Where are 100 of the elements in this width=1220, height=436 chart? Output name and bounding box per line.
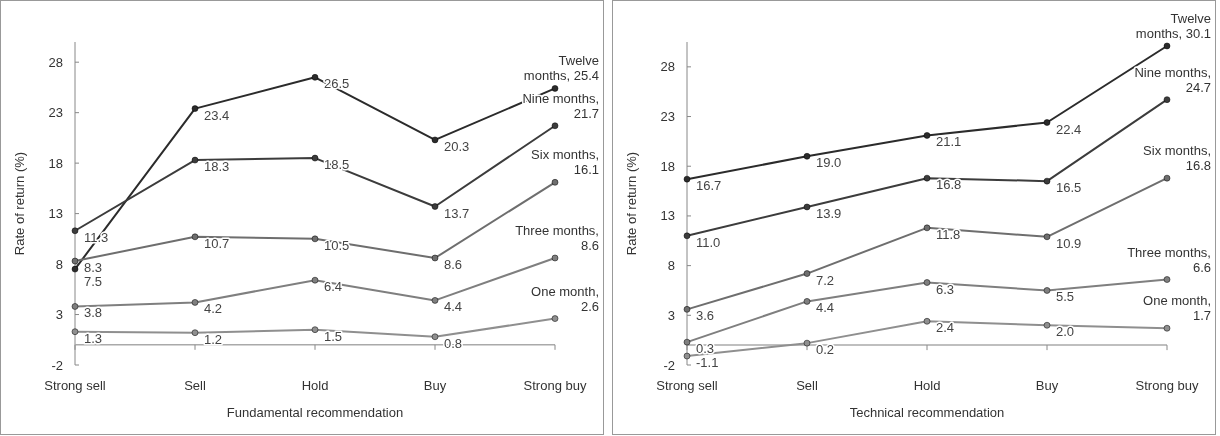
data-label: 10.9: [1056, 235, 1082, 251]
x-tick-label: Hold: [913, 378, 941, 393]
data-label: 23.4: [204, 107, 230, 123]
point: [683, 232, 691, 240]
data-label: 19.0: [816, 155, 842, 171]
x-tick-label: Buy: [423, 378, 447, 393]
data-label: 3.8: [84, 305, 103, 321]
x-tick-label: Strong buy: [1135, 378, 1199, 393]
point: [803, 153, 811, 160]
y-tick-label: 3: [55, 307, 63, 323]
y-axis-title: Rate of return (%): [12, 151, 27, 256]
point: [551, 122, 559, 130]
data-label: 11.0: [696, 234, 721, 250]
data-label: 11.8: [936, 226, 961, 242]
data-label: 16.7: [696, 178, 722, 194]
data-label: 1.3: [84, 330, 103, 346]
data-label: 7.2: [816, 272, 835, 288]
data-label: 16.8: [936, 177, 962, 193]
x-tick-label: Strong buy: [523, 378, 587, 393]
point: [683, 352, 691, 360]
y-tick-label: 13: [660, 208, 675, 224]
y-tick-label: 8: [55, 256, 63, 272]
data-label: 3.6: [696, 308, 715, 324]
point: [803, 270, 811, 277]
annotation: Three months, 6.6: [1127, 244, 1211, 275]
x-axis-title: Fundamental recommendation: [226, 405, 404, 420]
data-label: 1.5: [324, 328, 343, 344]
point: [311, 154, 319, 162]
y-tick-label: 18: [48, 155, 63, 171]
point: [803, 298, 811, 305]
point: [551, 254, 559, 262]
point: [431, 136, 439, 144]
point: [551, 179, 559, 186]
point: [191, 233, 199, 241]
point: [923, 224, 931, 232]
x-tick-label: Sell: [796, 378, 818, 393]
point: [191, 156, 199, 164]
data-label: 7.5: [84, 274, 103, 290]
annotation: One month, 2.6: [531, 283, 599, 314]
data-label: 0.8: [444, 335, 463, 351]
y-tick-label: 28: [660, 59, 675, 75]
data-label: 8.3: [84, 260, 103, 276]
point: [923, 318, 931, 325]
data-label: 2.4: [936, 320, 955, 336]
annotation: Six months, 16.8: [1143, 143, 1211, 174]
data-label: 4.4: [444, 299, 463, 315]
y-tick-label: -2: [51, 357, 63, 373]
data-label: 4.2: [204, 301, 223, 317]
y-tick-label: 13: [48, 206, 63, 222]
data-label: 22.4: [1056, 121, 1082, 137]
y-tick-label: 18: [660, 158, 675, 174]
annotation: Six months, 16.1: [531, 147, 599, 178]
data-label: 13.7: [444, 205, 470, 221]
y-tick-label: -2: [663, 357, 675, 373]
annotation: Nine months, 24.7: [1134, 64, 1211, 95]
annotation: Twelve months, 25.4: [523, 53, 599, 84]
data-label: 4.4: [816, 300, 835, 316]
data-label: 5.5: [1056, 289, 1075, 305]
point: [683, 338, 691, 346]
x-tick-label: Strong sell: [44, 378, 106, 393]
point: [71, 227, 79, 234]
point: [311, 326, 319, 333]
point: [923, 132, 931, 139]
annotation: Three months, 8.6: [515, 223, 599, 254]
point: [431, 333, 439, 340]
point: [71, 328, 79, 335]
point: [1043, 119, 1051, 126]
point: [1043, 322, 1051, 329]
data-label: 16.5: [1056, 180, 1082, 196]
point: [1163, 276, 1171, 283]
point: [1043, 233, 1051, 241]
data-label: 2.0: [1056, 324, 1075, 340]
data-label: 8.6: [444, 257, 463, 273]
point: [683, 175, 691, 183]
point: [551, 315, 559, 322]
point: [311, 74, 319, 81]
x-tick-label: Hold: [301, 378, 329, 393]
data-label: -1.1: [696, 355, 719, 371]
point: [71, 303, 79, 310]
y-tick-label: 23: [660, 109, 675, 125]
data-label: 18.3: [204, 159, 230, 175]
point: [1163, 174, 1171, 182]
data-label: 21.1: [936, 134, 962, 150]
point: [551, 85, 559, 92]
point: [311, 276, 319, 284]
point: [923, 279, 931, 286]
y-tick-label: 28: [48, 54, 63, 70]
point: [431, 254, 439, 262]
point: [803, 339, 811, 347]
data-label: 1.2: [204, 331, 223, 347]
annotation: One month, 1.7: [1143, 293, 1211, 324]
point: [1163, 324, 1171, 332]
point: [1043, 287, 1051, 294]
point: [191, 299, 199, 306]
data-label: 10.7: [204, 235, 230, 251]
y-tick-label: 8: [667, 258, 675, 274]
point: [1043, 177, 1051, 185]
y-tick-label: 23: [48, 105, 63, 121]
point: [71, 265, 79, 273]
annotation: Twelve months, 30.1: [1135, 10, 1211, 41]
